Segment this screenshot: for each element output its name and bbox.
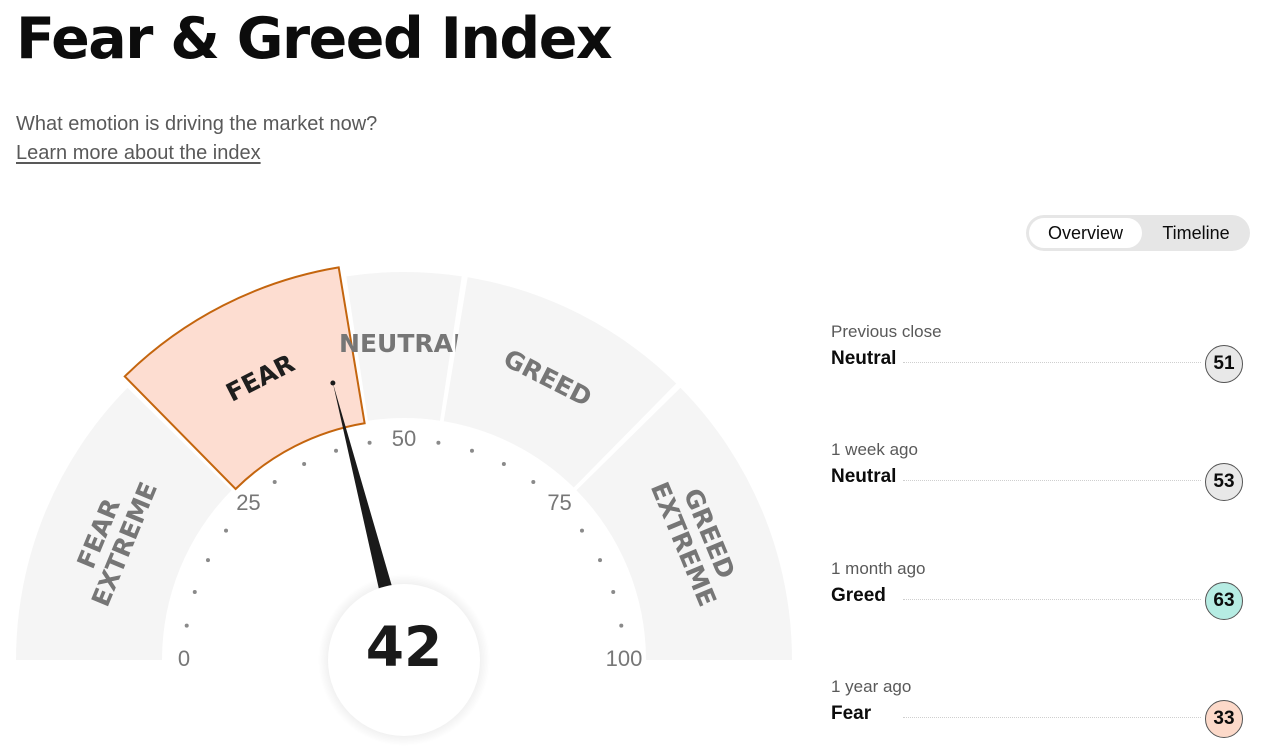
leader-dots — [903, 599, 1201, 600]
tab-timeline[interactable]: Timeline — [1162, 223, 1230, 243]
history-score-badge: 51 — [1205, 345, 1243, 383]
gauge-tick — [334, 448, 339, 453]
history-rating: Fear — [831, 703, 878, 725]
leader-dots — [903, 362, 1201, 363]
leader-dots — [903, 480, 1201, 481]
history-label: Previous close — [831, 322, 942, 341]
gauge-tick — [224, 528, 229, 533]
gauge-tick — [272, 480, 277, 485]
history-1-week-ago: 1 week ago Neutral 53 — [831, 440, 1245, 501]
leader-dots — [903, 717, 1201, 718]
tab-overview[interactable]: Overview — [1029, 218, 1142, 248]
gauge-tick-label: 25 — [236, 490, 260, 515]
page-title: Fear & Greed Index — [16, 6, 613, 72]
gauge-needle-tip — [330, 380, 336, 386]
gauge-center-disc — [328, 584, 480, 736]
history-1-year-ago: 1 year ago Fear 33 — [831, 677, 1245, 738]
history-score-badge: 53 — [1205, 463, 1243, 501]
history-rating: Neutral — [831, 466, 903, 488]
gauge-tick — [469, 448, 474, 453]
learn-more-link[interactable]: Learn more about the index — [16, 142, 261, 164]
gauge-tick-label: 75 — [547, 490, 571, 515]
gauge-tick — [436, 440, 441, 445]
gauge-tick — [598, 558, 603, 563]
gauge-tick — [619, 623, 624, 628]
fear-greed-gauge: EXTREMEFEARFEARNEUTRALGREEDEXTREMEGREED … — [16, 266, 792, 746]
history-rating: Neutral — [831, 348, 903, 370]
history-score-badge: 33 — [1205, 700, 1243, 738]
gauge-segment — [123, 266, 366, 491]
gauge-tick — [531, 480, 536, 485]
gauge-tick — [184, 623, 189, 628]
gauge-segment — [346, 272, 462, 421]
history-label: 1 year ago — [831, 677, 912, 696]
gauge-value: 42 — [366, 615, 443, 679]
page-subtitle: What emotion is driving the market now? — [16, 113, 378, 135]
gauge-tick — [367, 440, 372, 445]
gauge-tick — [501, 461, 506, 466]
history-previous-close: Previous close Neutral 51 — [831, 322, 1245, 383]
view-toggle: Overview Timeline — [1026, 215, 1250, 251]
history-label: 1 week ago — [831, 440, 918, 459]
history-1-month-ago: 1 month ago Greed 63 — [831, 559, 1245, 620]
gauge-tick — [205, 558, 210, 563]
gauge-tick — [192, 590, 197, 595]
gauge-segment — [443, 277, 677, 488]
gauge-tick-label: 100 — [606, 646, 643, 671]
history-rating: Greed — [831, 585, 892, 607]
gauge-tick-label: 50 — [392, 426, 416, 451]
gauge-tick — [302, 461, 307, 466]
history-score-badge: 63 — [1205, 582, 1243, 620]
gauge-tick — [611, 590, 616, 595]
gauge-segment — [16, 387, 232, 660]
gauge-segment — [576, 387, 792, 660]
history-label: 1 month ago — [831, 559, 926, 578]
gauge-tick — [579, 528, 584, 533]
gauge-tick-label: 0 — [178, 646, 190, 671]
gauge-segment-label: NEUTRAL — [339, 329, 469, 358]
